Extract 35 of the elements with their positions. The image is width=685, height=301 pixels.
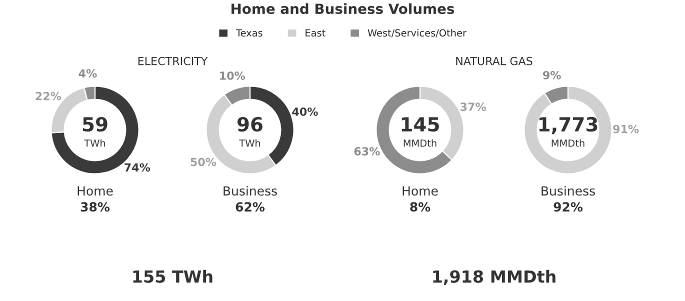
data-label: 40% [292,107,318,116]
text: 96 [237,116,262,132]
text: 92% [554,202,583,212]
data-label: 9% [543,70,561,80]
text: TWh [84,139,106,147]
text: Home [402,186,438,196]
data-label: 63% [354,147,380,156]
text: NATURAL GAS [456,56,532,66]
text: ELECTRICITY [138,56,208,66]
legend-label: West/Services/Other [368,29,467,38]
data-label: 91% [613,124,639,134]
text: 62% [236,202,265,212]
data-label: 4% [78,69,97,78]
text: Business [542,186,595,196]
data-label: 74% [124,163,150,172]
text: TWh [239,139,260,147]
text: MMDth [404,139,436,147]
data-label: 50% [190,158,216,166]
data-label: 22% [36,92,62,100]
text: 1,773 [539,116,598,134]
text: Business [224,186,277,196]
text: 59 [82,116,108,132]
legend-label: East [306,29,326,37]
legend-label: Texas [236,29,262,37]
text: 155 TWh [133,270,212,283]
data-label: 10% [220,71,246,80]
text: 1,918 MMDth [433,270,556,285]
text: Home [78,186,113,196]
text: 145 [402,117,439,132]
donut-slice [524,86,612,174]
text: 8% [410,202,430,212]
text: MMDth [552,139,584,147]
data-label: 37% [460,102,486,111]
chart-title: Home and Business Volumes [232,3,454,14]
text: 38% [80,202,110,212]
